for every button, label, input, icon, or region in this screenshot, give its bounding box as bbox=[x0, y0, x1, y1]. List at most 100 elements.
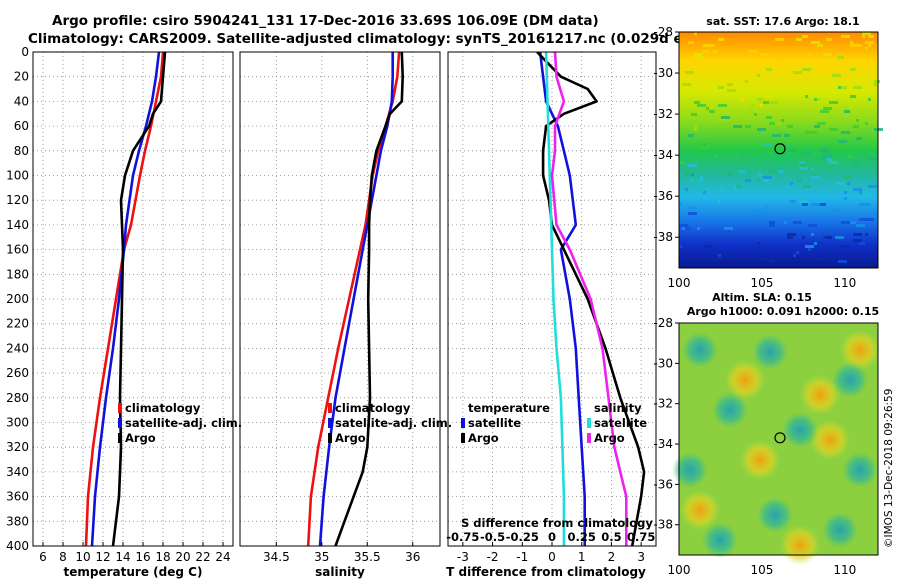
sst-pixel bbox=[736, 185, 742, 188]
sst-pixel bbox=[826, 158, 832, 161]
sla-high bbox=[780, 525, 820, 565]
depth-tick-label: 140 bbox=[6, 218, 29, 232]
sst-pixel bbox=[808, 83, 811, 86]
lat-tick-label: -36 bbox=[653, 189, 673, 203]
sst-pixel bbox=[826, 59, 835, 62]
sst-pixel bbox=[874, 83, 877, 86]
sst-pixel bbox=[709, 44, 715, 47]
sst-pixel bbox=[679, 224, 688, 227]
sst-pixel bbox=[688, 206, 697, 209]
sst-pixel bbox=[766, 95, 772, 98]
sst-pixel bbox=[829, 101, 838, 104]
sst-pixel bbox=[775, 59, 778, 62]
sst-pixel bbox=[757, 98, 763, 101]
sst-pixel bbox=[793, 113, 799, 116]
sst-pixel bbox=[835, 71, 844, 74]
sst-pixel bbox=[862, 32, 871, 35]
sst-pixel bbox=[829, 128, 838, 131]
lat-tick-label: -28 bbox=[653, 25, 673, 39]
depth-tick-label: 180 bbox=[6, 267, 29, 281]
sst-pixel bbox=[757, 74, 760, 77]
legend-swatch-climatology bbox=[118, 403, 122, 413]
sst-pixel bbox=[817, 44, 823, 47]
sst-pixel bbox=[769, 260, 775, 263]
depth-tick-label: 280 bbox=[6, 391, 29, 405]
sst-pixel bbox=[718, 119, 727, 122]
legend-swatch-satellite bbox=[328, 418, 332, 428]
sst-pixel bbox=[844, 107, 847, 110]
x-tick-label: 6 bbox=[39, 550, 47, 564]
sst-pixel bbox=[784, 134, 790, 137]
sst-pixel bbox=[685, 71, 694, 74]
s-diff-tick-label: 0.5 bbox=[601, 530, 621, 544]
legend-swatch-climatology bbox=[328, 403, 332, 413]
salinity-frame bbox=[239, 51, 441, 547]
sst-pixel bbox=[805, 62, 811, 65]
title-line2: Climatology: CARS2009. Satellite-adjuste… bbox=[28, 31, 730, 47]
salinity-xlabel: salinity bbox=[315, 565, 365, 579]
x-tick-label: -2 bbox=[487, 550, 499, 564]
t-legend-title: temperature bbox=[468, 401, 550, 415]
t-legend-argo: Argo bbox=[468, 431, 499, 445]
sst-pixel bbox=[853, 188, 862, 191]
sst-pixel bbox=[769, 122, 778, 125]
sst-pixel bbox=[697, 227, 700, 230]
sst-pixel bbox=[823, 53, 832, 56]
x-tick-label: 1 bbox=[578, 550, 586, 564]
depth-tick-label: 100 bbox=[6, 169, 29, 183]
sst-map-title: sat. SST: 17.6 Argo: 18.1 bbox=[706, 15, 859, 28]
sla-texture bbox=[672, 330, 880, 565]
sst-pixel bbox=[820, 149, 829, 152]
sst-pixel bbox=[787, 125, 793, 128]
sst-pixel bbox=[703, 245, 712, 248]
sst-pixel bbox=[811, 77, 814, 80]
sst-pixel bbox=[811, 176, 820, 179]
sst-pixel bbox=[793, 221, 802, 224]
sst-pixel bbox=[850, 59, 859, 62]
sla-high bbox=[740, 440, 780, 480]
t-diff-tick-labels: -3 -2 -1 0 1 2 3 bbox=[457, 542, 645, 564]
lat-tick-label: -34 bbox=[653, 437, 673, 451]
sst-pixel bbox=[745, 125, 751, 128]
sst-pixel bbox=[727, 68, 730, 71]
sla-high bbox=[840, 330, 880, 370]
s-legend-satellite: satellite bbox=[594, 416, 647, 430]
sst-pixel bbox=[835, 182, 844, 185]
sst-pixel bbox=[817, 122, 826, 125]
x-tick-label: 0 bbox=[548, 550, 556, 564]
sst-pixel bbox=[757, 128, 766, 131]
sst-pixel bbox=[682, 227, 685, 230]
sst-pixel bbox=[832, 209, 841, 212]
sst-pixel bbox=[763, 101, 769, 104]
sst-pixel bbox=[691, 113, 697, 116]
sst-pixel bbox=[727, 173, 733, 176]
legend-label-argo: Argo bbox=[125, 431, 156, 445]
lon-tick-label: 110 bbox=[833, 563, 856, 577]
sla-argo-marker bbox=[774, 432, 786, 444]
sst-pixel bbox=[784, 59, 787, 62]
sst-pixel bbox=[691, 173, 694, 176]
sst-pixel bbox=[823, 236, 832, 239]
depth-tick-label: 380 bbox=[6, 514, 29, 528]
sla-map-title-1: Altim. SLA: 0.15 bbox=[712, 291, 812, 304]
sst-pixel bbox=[766, 68, 772, 71]
sst-pixel bbox=[754, 113, 757, 116]
sst-pixel bbox=[745, 179, 751, 182]
x-tick-label: 16 bbox=[135, 550, 150, 564]
s-diff-tick-label: -0.5 bbox=[480, 530, 505, 544]
sst-pixel bbox=[814, 173, 817, 176]
sst-pixel bbox=[859, 203, 868, 206]
sst-pixel bbox=[703, 59, 706, 62]
sst-pixel bbox=[853, 161, 859, 164]
sst-pixel bbox=[685, 86, 688, 89]
difference-lines bbox=[536, 52, 646, 546]
depth-tick-label: 400 bbox=[6, 539, 29, 553]
t-legend-swatch-satellite bbox=[461, 418, 465, 428]
sst-pixel bbox=[859, 218, 868, 221]
sst-pixel bbox=[739, 170, 745, 173]
sst-pixel bbox=[811, 203, 817, 206]
s-diff-xlabel: S difference from climatology bbox=[461, 516, 653, 530]
sst-pixel bbox=[679, 62, 682, 65]
sst-pixel bbox=[709, 110, 715, 113]
